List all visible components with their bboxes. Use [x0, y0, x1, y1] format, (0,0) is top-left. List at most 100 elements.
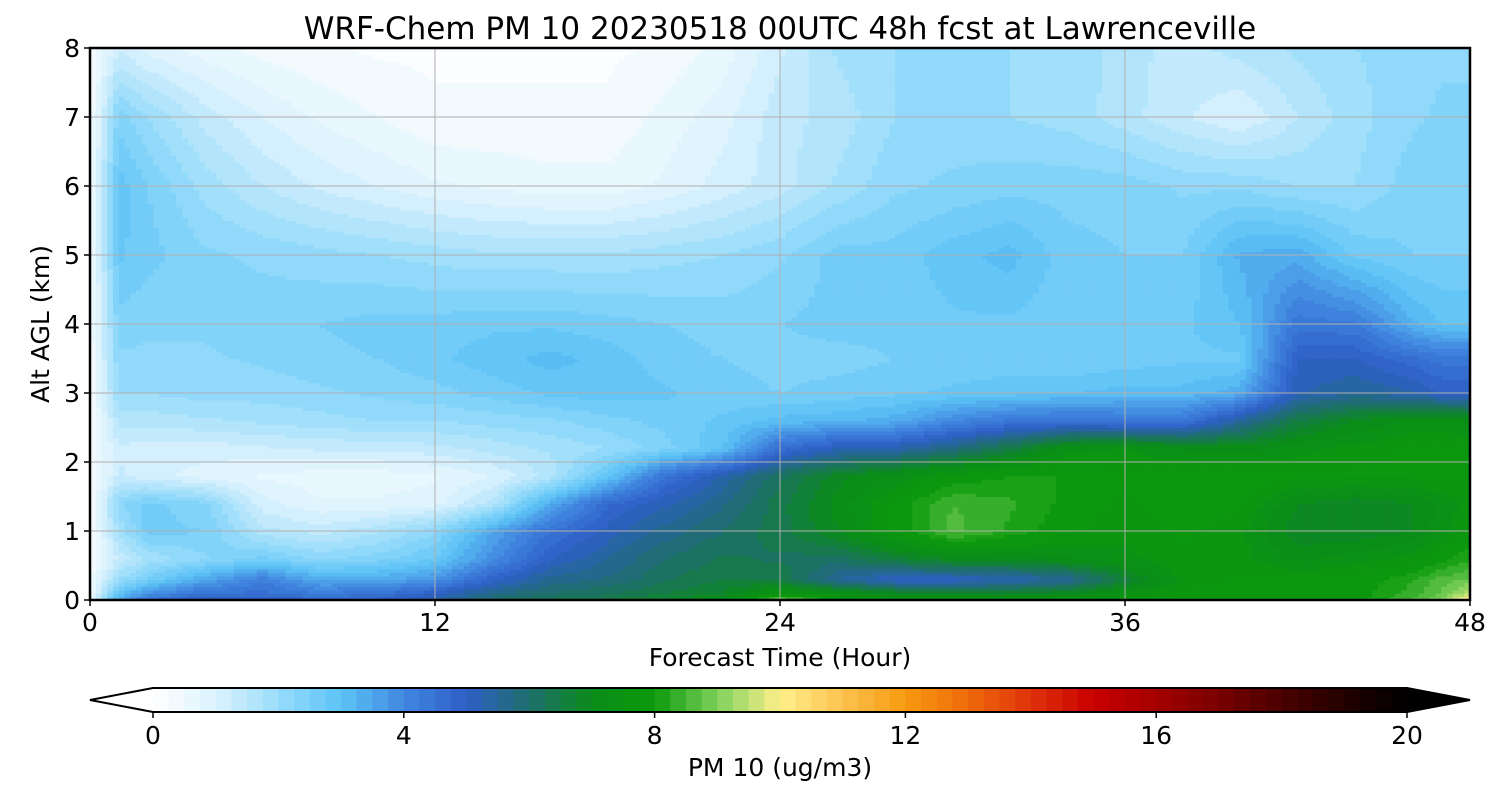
colorbar-cell — [749, 688, 765, 712]
colorbar-cell — [1031, 688, 1047, 712]
colorbar-cell — [764, 688, 780, 712]
colorbar-cell — [1250, 688, 1266, 712]
colorbar-ticks: 0 4 8 12 16 20 — [145, 712, 1423, 750]
colorbar-cell — [796, 688, 812, 712]
colorbar-tick-label: 8 — [647, 721, 663, 750]
colorbar-cell — [1391, 688, 1407, 712]
colorbar-cell — [1172, 688, 1188, 712]
colorbar-cell — [670, 688, 686, 712]
colorbar-cell — [576, 688, 592, 712]
colorbar-cell — [529, 688, 545, 712]
y-tick-label: 1 — [64, 517, 80, 546]
colorbar-cell — [357, 688, 373, 712]
colorbar-cell — [874, 688, 890, 712]
colorbar-cell — [984, 688, 1000, 712]
colorbar-cell — [717, 688, 733, 712]
colorbar-cell — [184, 688, 200, 712]
chart-title: WRF-Chem PM 10 20230518 00UTC 48h fcst a… — [304, 11, 1256, 47]
colorbar-cell — [1188, 688, 1204, 712]
colorbar-cell — [968, 688, 984, 712]
colorbar-cell — [545, 688, 561, 712]
colorbar-cell — [655, 688, 671, 712]
colorbar-cell — [1313, 688, 1329, 712]
y-tick-label: 0 — [64, 586, 80, 615]
colorbar-min-extension — [90, 688, 153, 712]
colorbar-cell — [467, 688, 483, 712]
colorbar-cell — [1219, 688, 1235, 712]
colorbar-cell — [733, 688, 749, 712]
colorbar-cell — [435, 688, 451, 712]
colorbar-cell — [608, 688, 624, 712]
colorbar-tick-label: 20 — [1391, 721, 1423, 750]
colorbar-cell — [811, 688, 827, 712]
colorbar-cell — [153, 688, 169, 712]
colorbar-cell — [858, 688, 874, 712]
colorbar-cell — [1235, 688, 1251, 712]
colorbar-cell — [451, 688, 467, 712]
colorbar-cell — [1297, 688, 1313, 712]
colorbar-label: PM 10 (ug/m3) — [688, 753, 872, 782]
colorbar-max-extension — [1407, 688, 1470, 712]
y-tick-label: 2 — [64, 448, 80, 477]
colorbar-cell — [200, 688, 216, 712]
x-tick-label: 12 — [419, 608, 451, 637]
colorbar-cell — [341, 688, 357, 712]
colorbar-cell — [843, 688, 859, 712]
colorbar-tick-label: 0 — [145, 721, 161, 750]
colorbar-tick-label: 4 — [396, 721, 412, 750]
colorbar-cell — [1156, 688, 1172, 712]
colorbar-cell — [514, 688, 530, 712]
colorbar-cell — [1109, 688, 1125, 712]
colorbar-cell — [325, 688, 341, 712]
colorbar-cell — [1125, 688, 1141, 712]
colorbar-cell — [498, 688, 514, 712]
y-tick-label: 4 — [64, 310, 80, 339]
colorbar-cell — [921, 688, 937, 712]
x-axis: 0 12 24 36 48 — [82, 600, 1486, 637]
colorbar-cell — [1376, 688, 1392, 712]
x-tick-label: 0 — [82, 608, 98, 637]
colorbar-cell — [1062, 688, 1078, 712]
colorbar-cell — [1266, 688, 1282, 712]
colorbar-cell — [905, 688, 921, 712]
colorbar-cell — [247, 688, 263, 712]
colorbar-cell — [294, 688, 310, 712]
colorbar-tick-label: 16 — [1140, 721, 1172, 750]
colorbar-cell — [1329, 688, 1345, 712]
y-tick-label: 8 — [64, 34, 80, 63]
colorbar-cell — [780, 688, 796, 712]
colorbar-cell — [278, 688, 294, 712]
colorbar-cell — [623, 688, 639, 712]
colorbar-cell — [1282, 688, 1298, 712]
colorbar-cell — [1360, 688, 1376, 712]
colorbar-cell — [1046, 688, 1062, 712]
colorbar-cells — [153, 688, 1408, 712]
x-tick-label: 48 — [1454, 608, 1486, 637]
colorbar-cell — [231, 688, 247, 712]
colorbar-cell — [1078, 688, 1094, 712]
colorbar-cell — [561, 688, 577, 712]
colorbar-cell — [702, 688, 718, 712]
colorbar-cell — [890, 688, 906, 712]
plot-area — [90, 48, 1471, 601]
y-tick-label: 6 — [64, 172, 80, 201]
colorbar-cell — [1015, 688, 1031, 712]
colorbar-cell — [937, 688, 953, 712]
colorbar-cell — [1203, 688, 1219, 712]
colorbar-cell — [999, 688, 1015, 712]
colorbar-cell — [827, 688, 843, 712]
colorbar-cell — [482, 688, 498, 712]
y-tick-label: 3 — [64, 379, 80, 408]
colorbar-cell — [404, 688, 420, 712]
colorbar-tick-label: 12 — [889, 721, 921, 750]
colorbar-cell — [372, 688, 388, 712]
y-tick-label: 7 — [64, 103, 80, 132]
colorbar-cell — [169, 688, 185, 712]
colorbar-cell — [686, 688, 702, 712]
colorbar-cell — [310, 688, 326, 712]
colorbar-cell — [263, 688, 279, 712]
colorbar-cell — [388, 688, 404, 712]
colorbar-cell — [216, 688, 232, 712]
colorbar: 0 4 8 12 16 20 — [90, 688, 1470, 750]
